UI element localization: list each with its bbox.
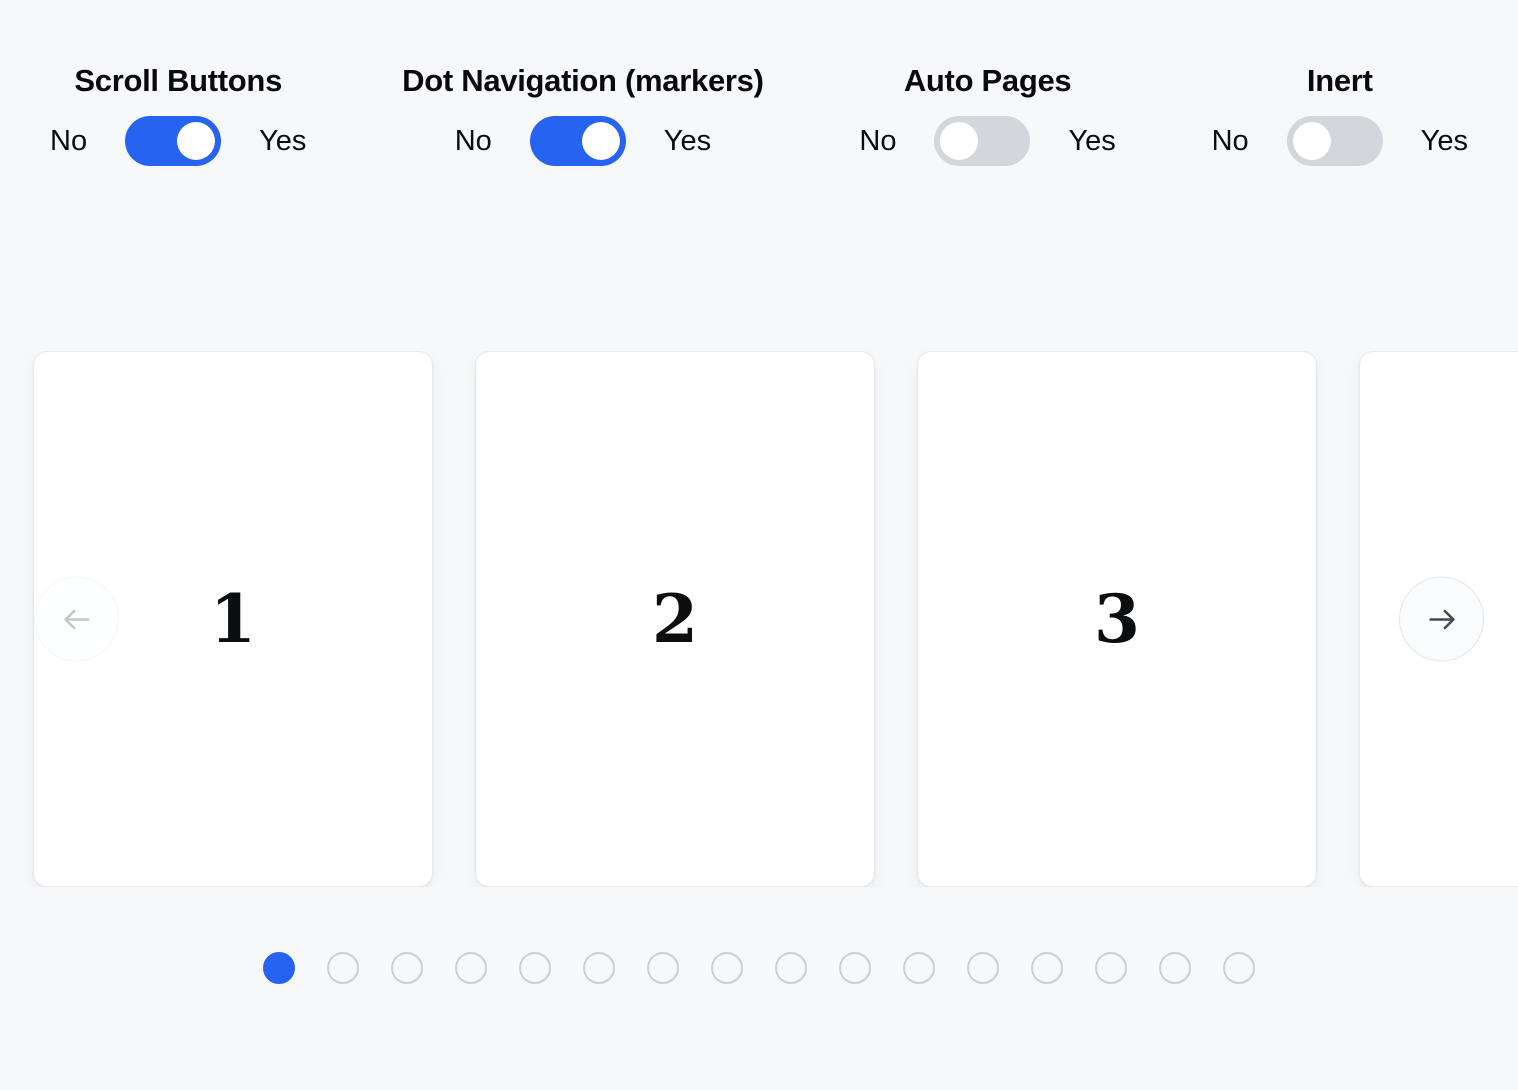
- page-dot[interactable]: [391, 952, 423, 984]
- page-dot[interactable]: [647, 952, 679, 984]
- page-dot[interactable]: [583, 952, 615, 984]
- toggle-line: No Yes: [1212, 116, 1468, 166]
- page-dot[interactable]: [1031, 952, 1063, 984]
- toggle-on-label: Yes: [1068, 124, 1116, 157]
- control-title: Dot Navigation (markers): [402, 63, 764, 98]
- page-dot[interactable]: [839, 952, 871, 984]
- page-dot[interactable]: [1223, 952, 1255, 984]
- page-dot[interactable]: [1095, 952, 1127, 984]
- arrow-right-icon: [1425, 602, 1459, 636]
- toggle-off-label: No: [454, 124, 492, 157]
- page-dot[interactable]: [903, 952, 935, 984]
- toggle-on-label: Yes: [663, 124, 712, 157]
- inert-toggle[interactable]: [1286, 116, 1383, 166]
- toggle-on-label: Yes: [259, 124, 307, 157]
- control-title: Auto Pages: [903, 63, 1072, 98]
- carousel-slide: 2: [475, 351, 875, 887]
- dot-nav: [0, 952, 1518, 984]
- page-dot[interactable]: [967, 952, 999, 984]
- slide-number: 2: [652, 580, 698, 658]
- toggle-knob: [940, 122, 979, 160]
- page-dot[interactable]: [1159, 952, 1191, 984]
- toggle-line: No Yes: [859, 116, 1116, 166]
- control-group-inert: Inert No Yes: [1212, 62, 1468, 166]
- controls-row: Scroll Buttons No Yes Dot Navigation (ma…: [0, 0, 1518, 166]
- toggle-line: No Yes: [50, 116, 306, 166]
- toggle-off-label: No: [859, 124, 897, 157]
- toggle-knob: [581, 122, 620, 160]
- control-title: Scroll Buttons: [74, 63, 283, 98]
- toggle-on-label: Yes: [1420, 124, 1468, 157]
- slide-number: 3: [1094, 580, 1140, 658]
- page-dot[interactable]: [455, 952, 487, 984]
- slide-number: 1: [210, 580, 256, 658]
- scroll-buttons-toggle[interactable]: [125, 116, 222, 166]
- page-dot[interactable]: [775, 952, 807, 984]
- toggle-knob: [1292, 122, 1331, 160]
- dot-navigation-toggle[interactable]: [529, 116, 626, 166]
- arrow-left-icon: [60, 602, 94, 636]
- toggle-off-label: No: [50, 124, 88, 157]
- carousel-track[interactable]: 1 2 3 4: [0, 351, 1518, 887]
- prev-page-button[interactable]: [34, 576, 119, 662]
- auto-pages-toggle[interactable]: [934, 116, 1031, 166]
- page-dot[interactable]: [327, 952, 359, 984]
- page-dot[interactable]: [711, 952, 743, 984]
- carousel: 1 2 3 4: [0, 351, 1518, 887]
- control-group-dot-navigation: Dot Navigation (markers) No Yes: [402, 62, 764, 166]
- control-title: Inert: [1306, 63, 1373, 98]
- carousel-slide: 3: [917, 351, 1317, 887]
- control-group-scroll-buttons: Scroll Buttons No Yes: [50, 62, 306, 166]
- control-group-auto-pages: Auto Pages No Yes: [859, 62, 1116, 166]
- toggle-knob: [177, 122, 216, 160]
- next-page-button[interactable]: [1399, 576, 1484, 662]
- page-dot[interactable]: [263, 952, 295, 984]
- toggle-line: No Yes: [455, 116, 711, 166]
- toggle-off-label: No: [1211, 124, 1249, 157]
- page-dot[interactable]: [519, 952, 551, 984]
